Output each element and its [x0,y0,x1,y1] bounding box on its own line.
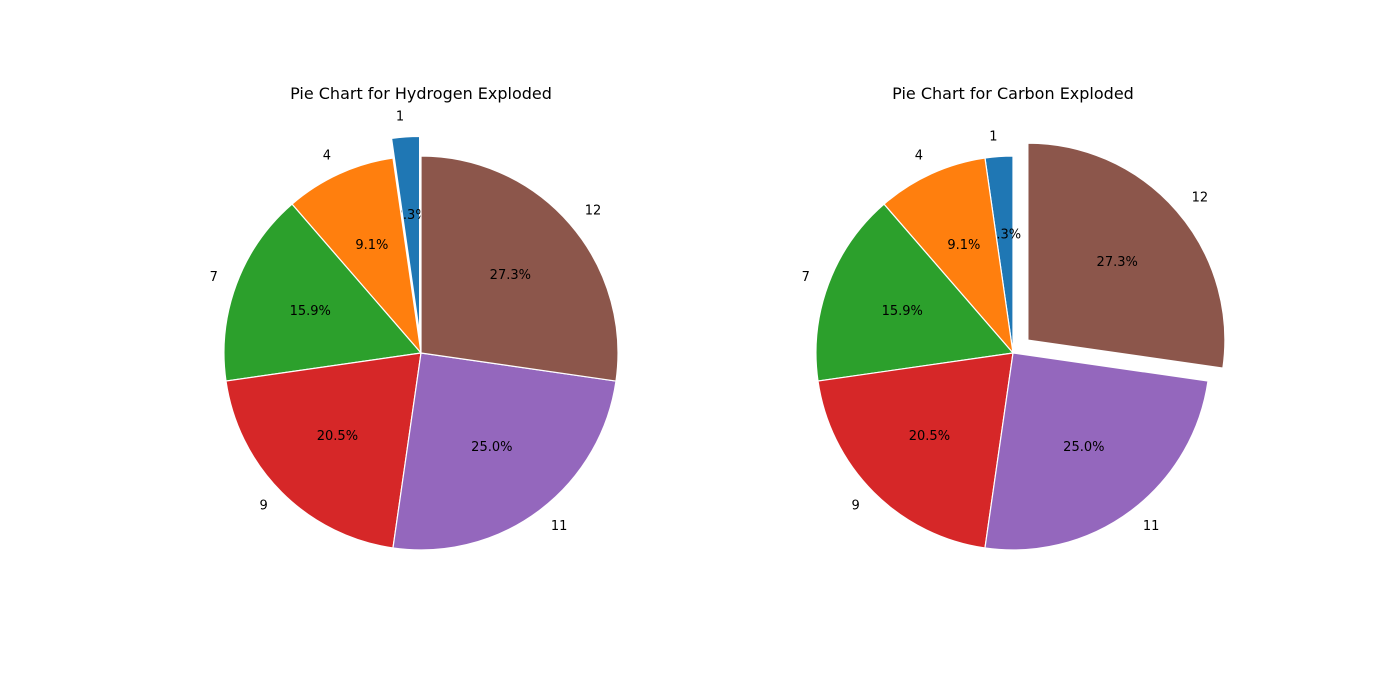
slice-label: 4 [323,148,331,163]
percent-label: 15.9% [882,304,923,319]
slice-label: 12 [585,204,602,219]
pie-slice-9 [226,353,421,548]
carbon-pie-chart: Pie Chart for Carbon Exploded 12.3%49.1%… [802,84,1225,550]
percent-label: 9.1% [947,238,980,253]
percent-label: 15.9% [290,304,331,319]
slice-label: 11 [551,519,568,534]
percent-label: 25.0% [1063,440,1104,455]
slice-label: 1 [989,129,997,144]
slice-label: 7 [210,270,218,285]
slice-label: 1 [396,110,404,125]
percent-label: 9.1% [355,238,388,253]
percent-label: 27.3% [490,268,531,283]
slice-label: 11 [1143,519,1160,534]
percent-label: 20.5% [317,429,358,444]
pie-slice-9 [818,353,1013,548]
percent-label: 20.5% [909,429,950,444]
slice-label: 12 [1192,191,1209,206]
hydrogen-pie-chart: Pie Chart for Hydrogen Exploded 12.3%49.… [210,84,618,550]
percent-label: 27.3% [1097,255,1138,270]
slice-label: 9 [259,499,267,514]
percent-label: 25.0% [471,440,512,455]
slice-label: 4 [915,148,923,163]
chart-title: Pie Chart for Carbon Exploded [892,84,1134,103]
slice-label: 7 [802,270,810,285]
slice-label: 9 [851,499,859,514]
chart-title: Pie Chart for Hydrogen Exploded [290,84,552,103]
